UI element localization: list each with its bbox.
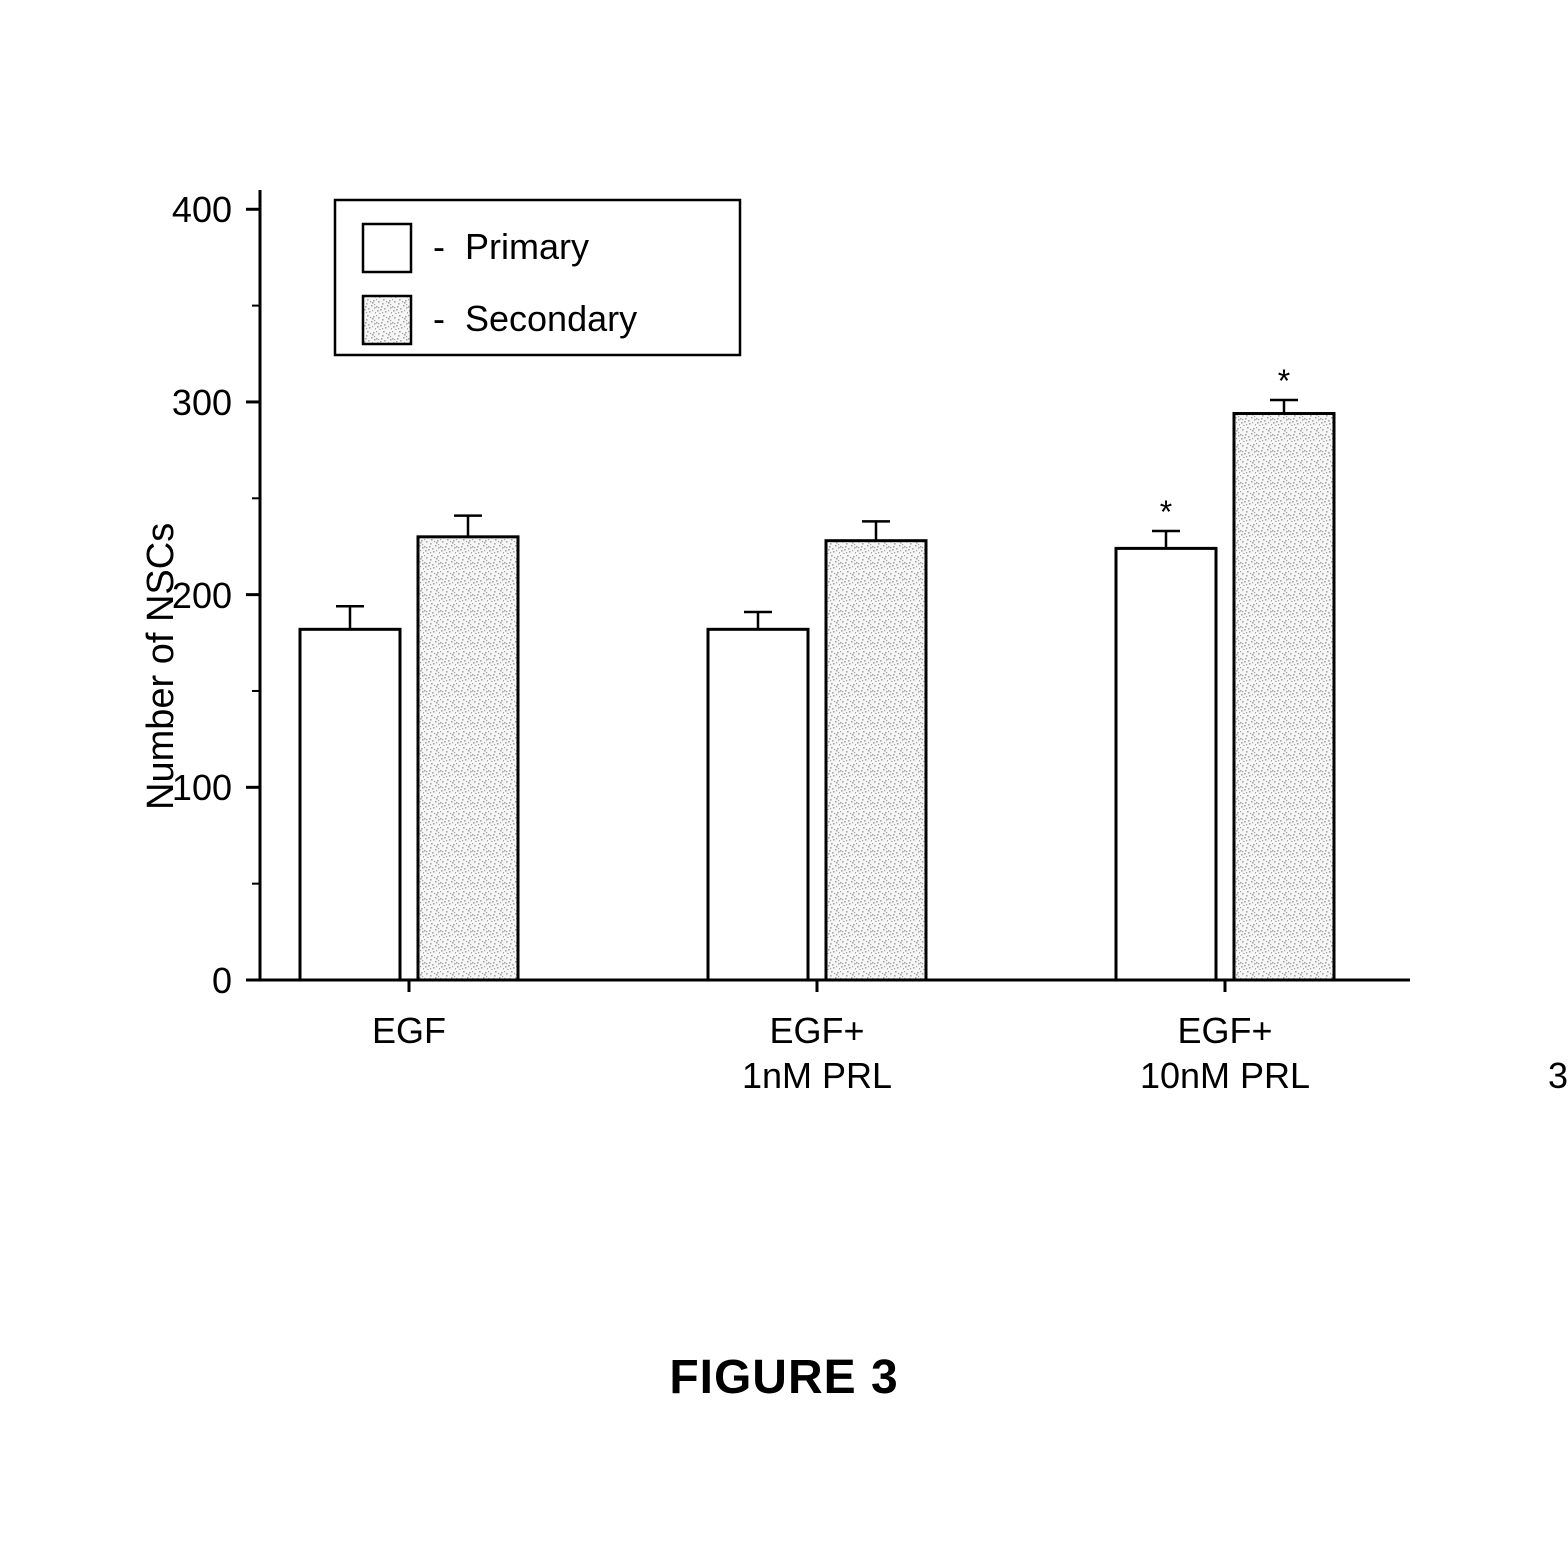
figure-caption: FIGURE 3	[0, 1350, 1568, 1405]
legend-item-label: Secondary	[465, 298, 637, 340]
svg-text:*: *	[1160, 494, 1172, 530]
x-category-label: EGF	[240, 1008, 578, 1053]
y-tick-label: 300	[120, 382, 232, 424]
x-category-label: EGF+ 30nM PRL	[1464, 1008, 1568, 1098]
y-tick-label: 0	[120, 960, 232, 1002]
legend-dash: -	[433, 226, 445, 268]
x-category-label: EGF+ 1nM PRL	[648, 1008, 986, 1098]
legend-item-label: Primary	[465, 226, 589, 268]
legend-dash: -	[433, 298, 445, 340]
page: ***** Number of NSCs 0100200300400 EGFEG…	[0, 0, 1568, 1562]
y-tick-label: 200	[120, 575, 232, 617]
y-tick-label: 100	[120, 767, 232, 809]
x-category-label: EGF+ 10nM PRL	[1056, 1008, 1394, 1098]
svg-text:*: *	[1278, 363, 1290, 399]
chart-container: ***** Number of NSCs 0100200300400 EGFEG…	[120, 170, 1460, 1190]
y-tick-label: 400	[120, 189, 232, 231]
